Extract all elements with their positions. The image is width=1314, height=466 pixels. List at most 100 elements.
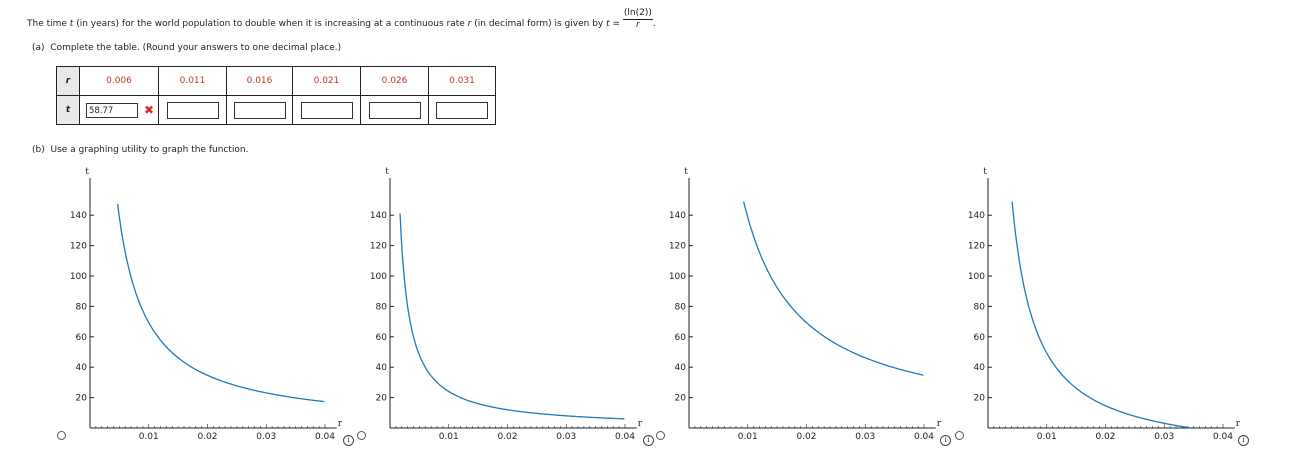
problem-prefix: The time (27, 19, 70, 29)
problem-middle: (in years) for the world population to d… (73, 19, 468, 29)
x-tick-label: 0.01 (1037, 432, 1057, 442)
x-axis-label: r (338, 419, 343, 429)
info-icon[interactable]: i (343, 435, 354, 446)
y-tick-label: 40 (376, 363, 388, 373)
y-tick-label: 120 (370, 242, 387, 252)
y-tick-label: 80 (376, 302, 388, 312)
graph-option-radio-c[interactable] (656, 431, 665, 440)
t-answer-input[interactable]: 58.77 (86, 102, 138, 118)
r-value-cell: 0.006 (79, 66, 159, 96)
function-curve (1011, 201, 1191, 429)
part-b-text: Use a graphing utility to graph the func… (50, 145, 249, 155)
info-icon[interactable]: i (940, 435, 951, 446)
function-curve (116, 203, 325, 403)
x-tick-label: 0.04 (1213, 432, 1233, 442)
y-tick-label: 60 (974, 333, 986, 343)
t-cell (360, 95, 429, 125)
r-value-cell: 0.011 (158, 66, 227, 96)
y-tick-label: 140 (968, 211, 985, 221)
y-tick-label: 60 (376, 333, 388, 343)
part-a-label: (a) (32, 43, 45, 53)
y-tick-label: 80 (974, 302, 986, 312)
x-tick-label: 0.01 (139, 432, 159, 442)
function-curve (742, 201, 924, 376)
y-tick-label: 100 (70, 272, 87, 282)
y-axis-label: t (684, 167, 688, 177)
r-header: r (56, 66, 80, 96)
t-answer-input[interactable] (166, 101, 219, 119)
y-tick-label: 120 (968, 242, 985, 252)
r-variable: r (467, 19, 472, 29)
x-axis-label: r (638, 419, 643, 429)
part-a-instruction: (a) Complete the table. (Round your answ… (32, 43, 341, 53)
t-cell (428, 95, 496, 125)
function-curve (399, 213, 625, 420)
value-table: r 0.006 0.011 0.016 0.021 0.026 0.031 t … (56, 66, 496, 125)
r-value-cell: 0.026 (360, 66, 429, 96)
y-tick-label: 20 (376, 394, 388, 404)
problem-end: . (652, 19, 656, 29)
x-tick-label: 0.02 (197, 432, 217, 442)
y-axis-label: t (385, 167, 389, 177)
y-tick-label: 140 (669, 211, 686, 221)
t-row: t 58.77 ✖ (56, 95, 496, 125)
t-cell (158, 95, 227, 125)
info-icon[interactable]: i (1238, 435, 1249, 446)
r-value-cell: 0.021 (292, 66, 361, 96)
y-tick-label: 20 (76, 394, 88, 404)
incorrect-icon: ✖ (144, 103, 155, 117)
y-tick-label: 120 (70, 242, 87, 252)
x-axis-label: r (937, 419, 942, 429)
graph-option-radio-d[interactable] (955, 431, 964, 440)
x-tick-label: 0.03 (855, 432, 875, 442)
t-cell (226, 95, 293, 125)
graph-d: t r 20 40 60 80 100 120 140 0.01 0.02 0.03 0.04 (968, 167, 1241, 442)
x-tick-label: 0.04 (315, 432, 335, 442)
equation-lhs: t = (606, 19, 623, 29)
graph-c: t r 20 40 60 80 100 120 140 0.01 0.02 0.03 0.04 (669, 167, 942, 442)
x-tick-label: 0.02 (796, 432, 816, 442)
x-tick-label: 0.03 (1154, 432, 1174, 442)
t-cell: 58.77 ✖ (79, 95, 159, 125)
x-tick-label: 0.04 (615, 432, 635, 442)
y-axis-label: t (983, 167, 987, 177)
y-tick-label: 40 (974, 363, 986, 373)
t-answer-input[interactable] (233, 101, 286, 119)
x-tick-label: 0.02 (497, 432, 517, 442)
y-tick-label: 100 (370, 272, 387, 282)
t-answer-input[interactable] (300, 101, 353, 119)
y-tick-label: 100 (968, 272, 985, 282)
y-tick-label: 80 (675, 302, 687, 312)
problem-suffix: (in decimal form) is given by (471, 19, 607, 29)
info-icon[interactable]: i (643, 435, 654, 446)
formula-denominator: r (636, 20, 640, 30)
graph-a: t r 20 40 60 80 100 120 140 0.01 0.02 0.03 0.04 (70, 167, 343, 442)
y-tick-label: 20 (675, 394, 687, 404)
y-tick-label: 60 (675, 333, 687, 343)
y-tick-label: 140 (70, 211, 87, 221)
y-axis-label: t (85, 167, 89, 177)
x-axis-label: r (1236, 419, 1241, 429)
y-tick-label: 100 (669, 272, 686, 282)
y-tick-label: 20 (974, 394, 986, 404)
graph-b: t r 20 40 60 80 100 120 140 0.01 0.02 0.03 0.04 (370, 167, 643, 442)
t-cell (292, 95, 361, 125)
y-tick-label: 140 (370, 211, 387, 221)
x-tick-label: 0.03 (556, 432, 576, 442)
t-answer-input[interactable] (368, 101, 421, 119)
x-tick-label: 0.03 (256, 432, 276, 442)
x-tick-label: 0.01 (439, 432, 459, 442)
t-header: t (56, 95, 80, 125)
graph-option-radio-b[interactable] (357, 431, 366, 440)
y-tick-label: 80 (76, 302, 88, 312)
formula-fraction: (ln(2)) r (622, 8, 653, 31)
t-answer-input[interactable] (436, 101, 488, 119)
y-tick-label: 120 (669, 242, 686, 252)
r-value-cell: 0.016 (226, 66, 293, 96)
x-tick-label: 0.01 (738, 432, 758, 442)
graph-option-radio-a[interactable] (57, 431, 66, 440)
r-row: r 0.006 0.011 0.016 0.021 0.026 0.031 (56, 66, 496, 96)
x-tick-label: 0.04 (914, 432, 934, 442)
x-tick-label: 0.02 (1095, 432, 1115, 442)
formula-numerator: (ln(2)) (622, 8, 653, 20)
